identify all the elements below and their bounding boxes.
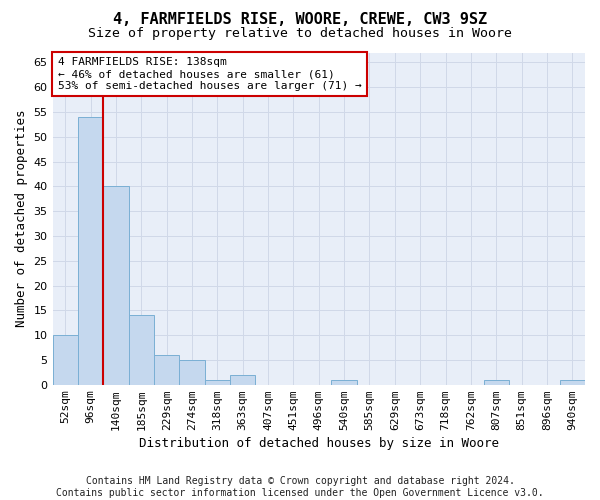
Text: 4 FARMFIELDS RISE: 138sqm
← 46% of detached houses are smaller (61)
53% of semi-: 4 FARMFIELDS RISE: 138sqm ← 46% of detac… <box>58 58 362 90</box>
Bar <box>78 117 103 384</box>
Y-axis label: Number of detached properties: Number of detached properties <box>15 110 28 328</box>
Bar <box>154 355 179 384</box>
Bar <box>331 380 357 384</box>
Bar <box>230 375 256 384</box>
Bar <box>560 380 585 384</box>
Bar <box>128 316 154 384</box>
Text: Size of property relative to detached houses in Woore: Size of property relative to detached ho… <box>88 28 512 40</box>
Bar <box>179 360 205 384</box>
Text: Contains HM Land Registry data © Crown copyright and database right 2024.
Contai: Contains HM Land Registry data © Crown c… <box>56 476 544 498</box>
Bar <box>103 186 128 384</box>
Bar <box>484 380 509 384</box>
Bar <box>53 335 78 384</box>
Text: 4, FARMFIELDS RISE, WOORE, CREWE, CW3 9SZ: 4, FARMFIELDS RISE, WOORE, CREWE, CW3 9S… <box>113 12 487 28</box>
Bar <box>205 380 230 384</box>
X-axis label: Distribution of detached houses by size in Woore: Distribution of detached houses by size … <box>139 437 499 450</box>
